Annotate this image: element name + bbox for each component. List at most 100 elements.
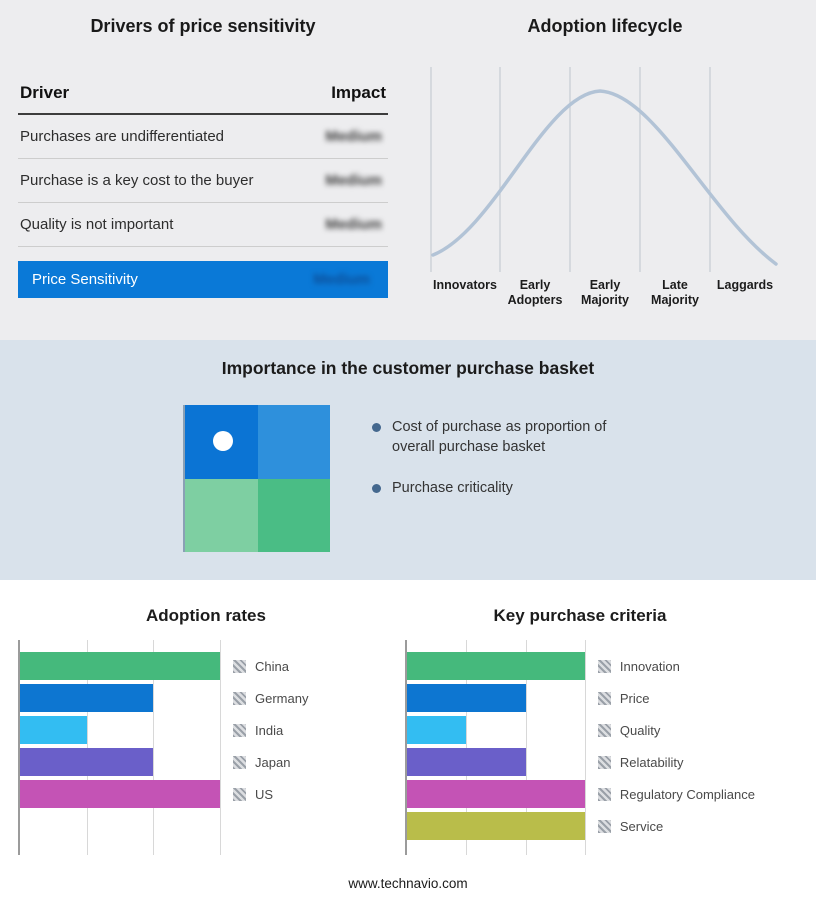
legend-swatch-icon bbox=[597, 755, 611, 769]
position-marker-dot bbox=[213, 431, 233, 451]
legend-label: Price bbox=[619, 690, 650, 706]
bar-row bbox=[20, 652, 220, 680]
bar-row bbox=[20, 748, 220, 776]
bar-row bbox=[407, 716, 585, 744]
quadrant-cell bbox=[185, 478, 258, 552]
bar-innovation bbox=[407, 652, 585, 680]
impact-value-blurred: Medium bbox=[325, 128, 382, 145]
legend-item: Innovation bbox=[597, 652, 755, 680]
lifecycle-gridlines bbox=[430, 67, 711, 272]
legend-swatch-icon bbox=[233, 787, 246, 801]
bar-row bbox=[407, 812, 585, 840]
bar-quality bbox=[407, 716, 467, 744]
key-purchase-criteria-title: Key purchase criteria bbox=[493, 606, 667, 625]
impact-value-blurred: Medium bbox=[325, 216, 382, 233]
adoption-rates-legend: China Germany India Japan US bbox=[233, 640, 308, 855]
lifecycle-chart bbox=[430, 67, 780, 272]
basket-title: Importance in the customer purchase bask… bbox=[221, 358, 595, 378]
table-row: Purchases are undifferentiated Medium bbox=[18, 115, 388, 159]
bar-india bbox=[20, 716, 87, 744]
gridline bbox=[220, 640, 221, 855]
stage-label: Laggards bbox=[716, 278, 774, 292]
legend-item: Relatability bbox=[597, 748, 755, 776]
quadrant-cell bbox=[257, 405, 330, 479]
gridline bbox=[153, 640, 155, 855]
gridline bbox=[466, 640, 468, 855]
adoption-rates-plot bbox=[18, 640, 221, 855]
gridline bbox=[86, 640, 88, 855]
bar-row bbox=[20, 716, 220, 744]
legend-label: Innovation bbox=[619, 658, 680, 674]
legend-swatch-icon bbox=[233, 755, 246, 769]
legend-label: Germany bbox=[255, 690, 309, 706]
footer-url: www.technavio.com bbox=[348, 876, 468, 891]
table-row: Purchase is a key cost to the buyer Medi… bbox=[18, 159, 388, 203]
col-impact: Impact bbox=[331, 83, 386, 102]
bullet-icon bbox=[372, 484, 381, 494]
legend-label: Relatability bbox=[619, 754, 684, 770]
driver-text: Quality is not important bbox=[20, 216, 174, 233]
basket-bullets: Cost of purchase as proportion of overal… bbox=[372, 418, 632, 521]
gridline bbox=[584, 640, 586, 855]
bar-row bbox=[407, 652, 585, 680]
bar-row bbox=[20, 684, 220, 712]
bullet-item: Cost of purchase as proportion of overal… bbox=[372, 418, 632, 457]
chart-body: Innovation Price Quality Relatability Regula… bbox=[405, 640, 755, 855]
gridline bbox=[525, 640, 527, 855]
bar-japan bbox=[20, 748, 154, 776]
bar-service bbox=[407, 812, 585, 840]
legend-label: US bbox=[255, 786, 274, 802]
legend-item: US bbox=[233, 780, 308, 808]
bar-regulatory-compliance bbox=[407, 780, 585, 808]
legend-item: Regulatory Compliance bbox=[597, 780, 755, 808]
lifecycle-svg bbox=[430, 67, 778, 272]
quadrant-cell bbox=[257, 478, 330, 552]
summary-impact-blurred: Medium bbox=[313, 271, 370, 288]
drivers-table: Driver Impact Purchases are undifferenti… bbox=[18, 79, 388, 298]
lifecycle-stage-labels: Innovators Early Adopters Early Majority La… bbox=[430, 274, 780, 308]
bar-row bbox=[407, 748, 585, 776]
driver-text: Purchase is a key cost to the buyer bbox=[20, 172, 254, 189]
drivers-title: Drivers of price sensitivity bbox=[90, 16, 316, 36]
legend-swatch-icon bbox=[233, 691, 246, 705]
bar-row bbox=[407, 684, 585, 712]
legend-swatch-icon bbox=[597, 819, 611, 833]
table-header: Driver Impact bbox=[18, 79, 388, 115]
bullet-text: Cost of purchase as proportion of overal… bbox=[392, 419, 607, 455]
bar-us bbox=[20, 780, 220, 808]
legend-item: Germany bbox=[233, 684, 308, 712]
legend-swatch-icon bbox=[233, 659, 246, 673]
adoption-bell-curve bbox=[431, 89, 778, 266]
stage-label: Early Adopters bbox=[507, 278, 563, 307]
legend-item: China bbox=[233, 652, 308, 680]
legend-label: Japan bbox=[255, 754, 291, 770]
legend-swatch-icon bbox=[597, 659, 611, 673]
adoption-rates-chart: Adoption rates China Germany India Japan US bbox=[18, 606, 394, 855]
legend-label: China bbox=[255, 658, 289, 674]
bar-price bbox=[407, 684, 526, 712]
driver-text: Purchases are undifferentiated bbox=[20, 128, 225, 145]
bullet-icon bbox=[372, 423, 381, 432]
legend-swatch-icon bbox=[233, 723, 246, 737]
bar-row bbox=[20, 780, 220, 808]
legend-item: Service bbox=[597, 812, 755, 840]
table-row: Quality is not important Medium bbox=[18, 203, 388, 247]
stage-label: Innovators bbox=[433, 278, 497, 292]
legend-label: Regulatory Compliance bbox=[619, 786, 755, 802]
legend-swatch-icon bbox=[597, 723, 611, 737]
bullet-text: Purchase criticality bbox=[392, 480, 513, 497]
price-sensitivity-summary-row: Price Sensitivity Medium bbox=[18, 261, 388, 298]
legend-label: India bbox=[255, 722, 284, 738]
legend-label: Service bbox=[619, 818, 664, 834]
lifecycle-title: Adoption lifecycle bbox=[527, 16, 683, 36]
purchase-basket-band: Importance in the customer purchase bask… bbox=[0, 340, 816, 580]
price-sensitivity-panel: Drivers of price sensitivity Driver Impa… bbox=[18, 16, 388, 298]
legend-item: Japan bbox=[233, 748, 308, 776]
key-purchase-criteria-chart: Key purchase criteria Innovation Price Qua… bbox=[405, 606, 755, 855]
bar-relatability bbox=[407, 748, 526, 776]
legend-swatch-icon bbox=[597, 691, 611, 705]
chart-body: China Germany India Japan US bbox=[18, 640, 394, 855]
bar-germany bbox=[20, 684, 154, 712]
bar-china bbox=[20, 652, 220, 680]
